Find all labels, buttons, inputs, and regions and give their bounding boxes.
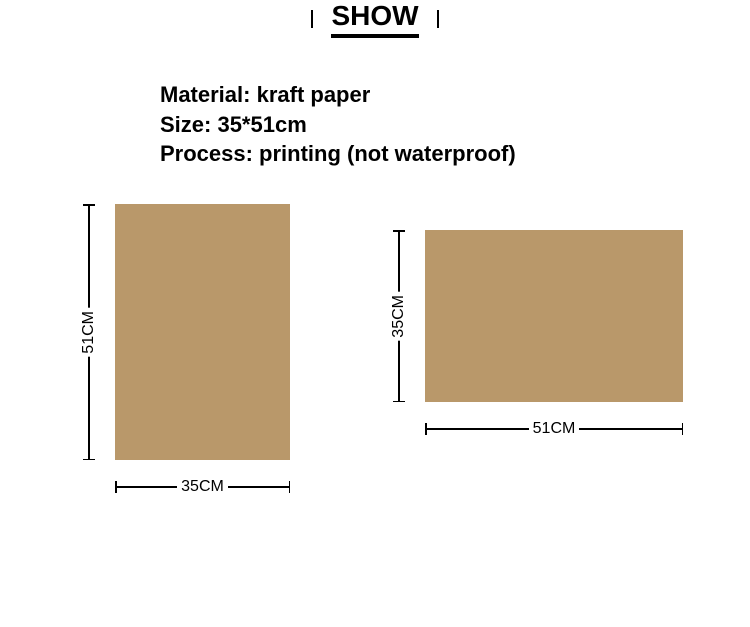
section-header: SHOW (0, 0, 750, 42)
header-inner: SHOW (311, 0, 438, 38)
portrait-dim-v-label: 51CM (80, 308, 98, 357)
landscape-dim-v: 35CM (390, 230, 408, 402)
spec-process: Process: printing (not waterproof) (160, 139, 516, 169)
landscape-dim-h-label: 51CM (529, 420, 580, 438)
diagram-area: 51CM 35CM 35CM 51CM (0, 200, 750, 580)
portrait-dim-h: 35CM (115, 478, 290, 496)
header-title: SHOW (331, 0, 418, 38)
landscape-dim-v-label: 35CM (390, 292, 408, 341)
tick-right (437, 10, 439, 28)
spec-material: Material: kraft paper (160, 80, 516, 110)
spec-block: Material: kraft paper Size: 35*51cm Proc… (160, 80, 516, 169)
landscape-rect (425, 230, 683, 402)
spec-size: Size: 35*51cm (160, 110, 516, 140)
tick-left (311, 10, 313, 28)
portrait-rect (115, 204, 290, 460)
landscape-dim-h: 51CM (425, 420, 683, 438)
portrait-dim-v: 51CM (80, 204, 98, 460)
portrait-dim-h-label: 35CM (177, 478, 228, 496)
